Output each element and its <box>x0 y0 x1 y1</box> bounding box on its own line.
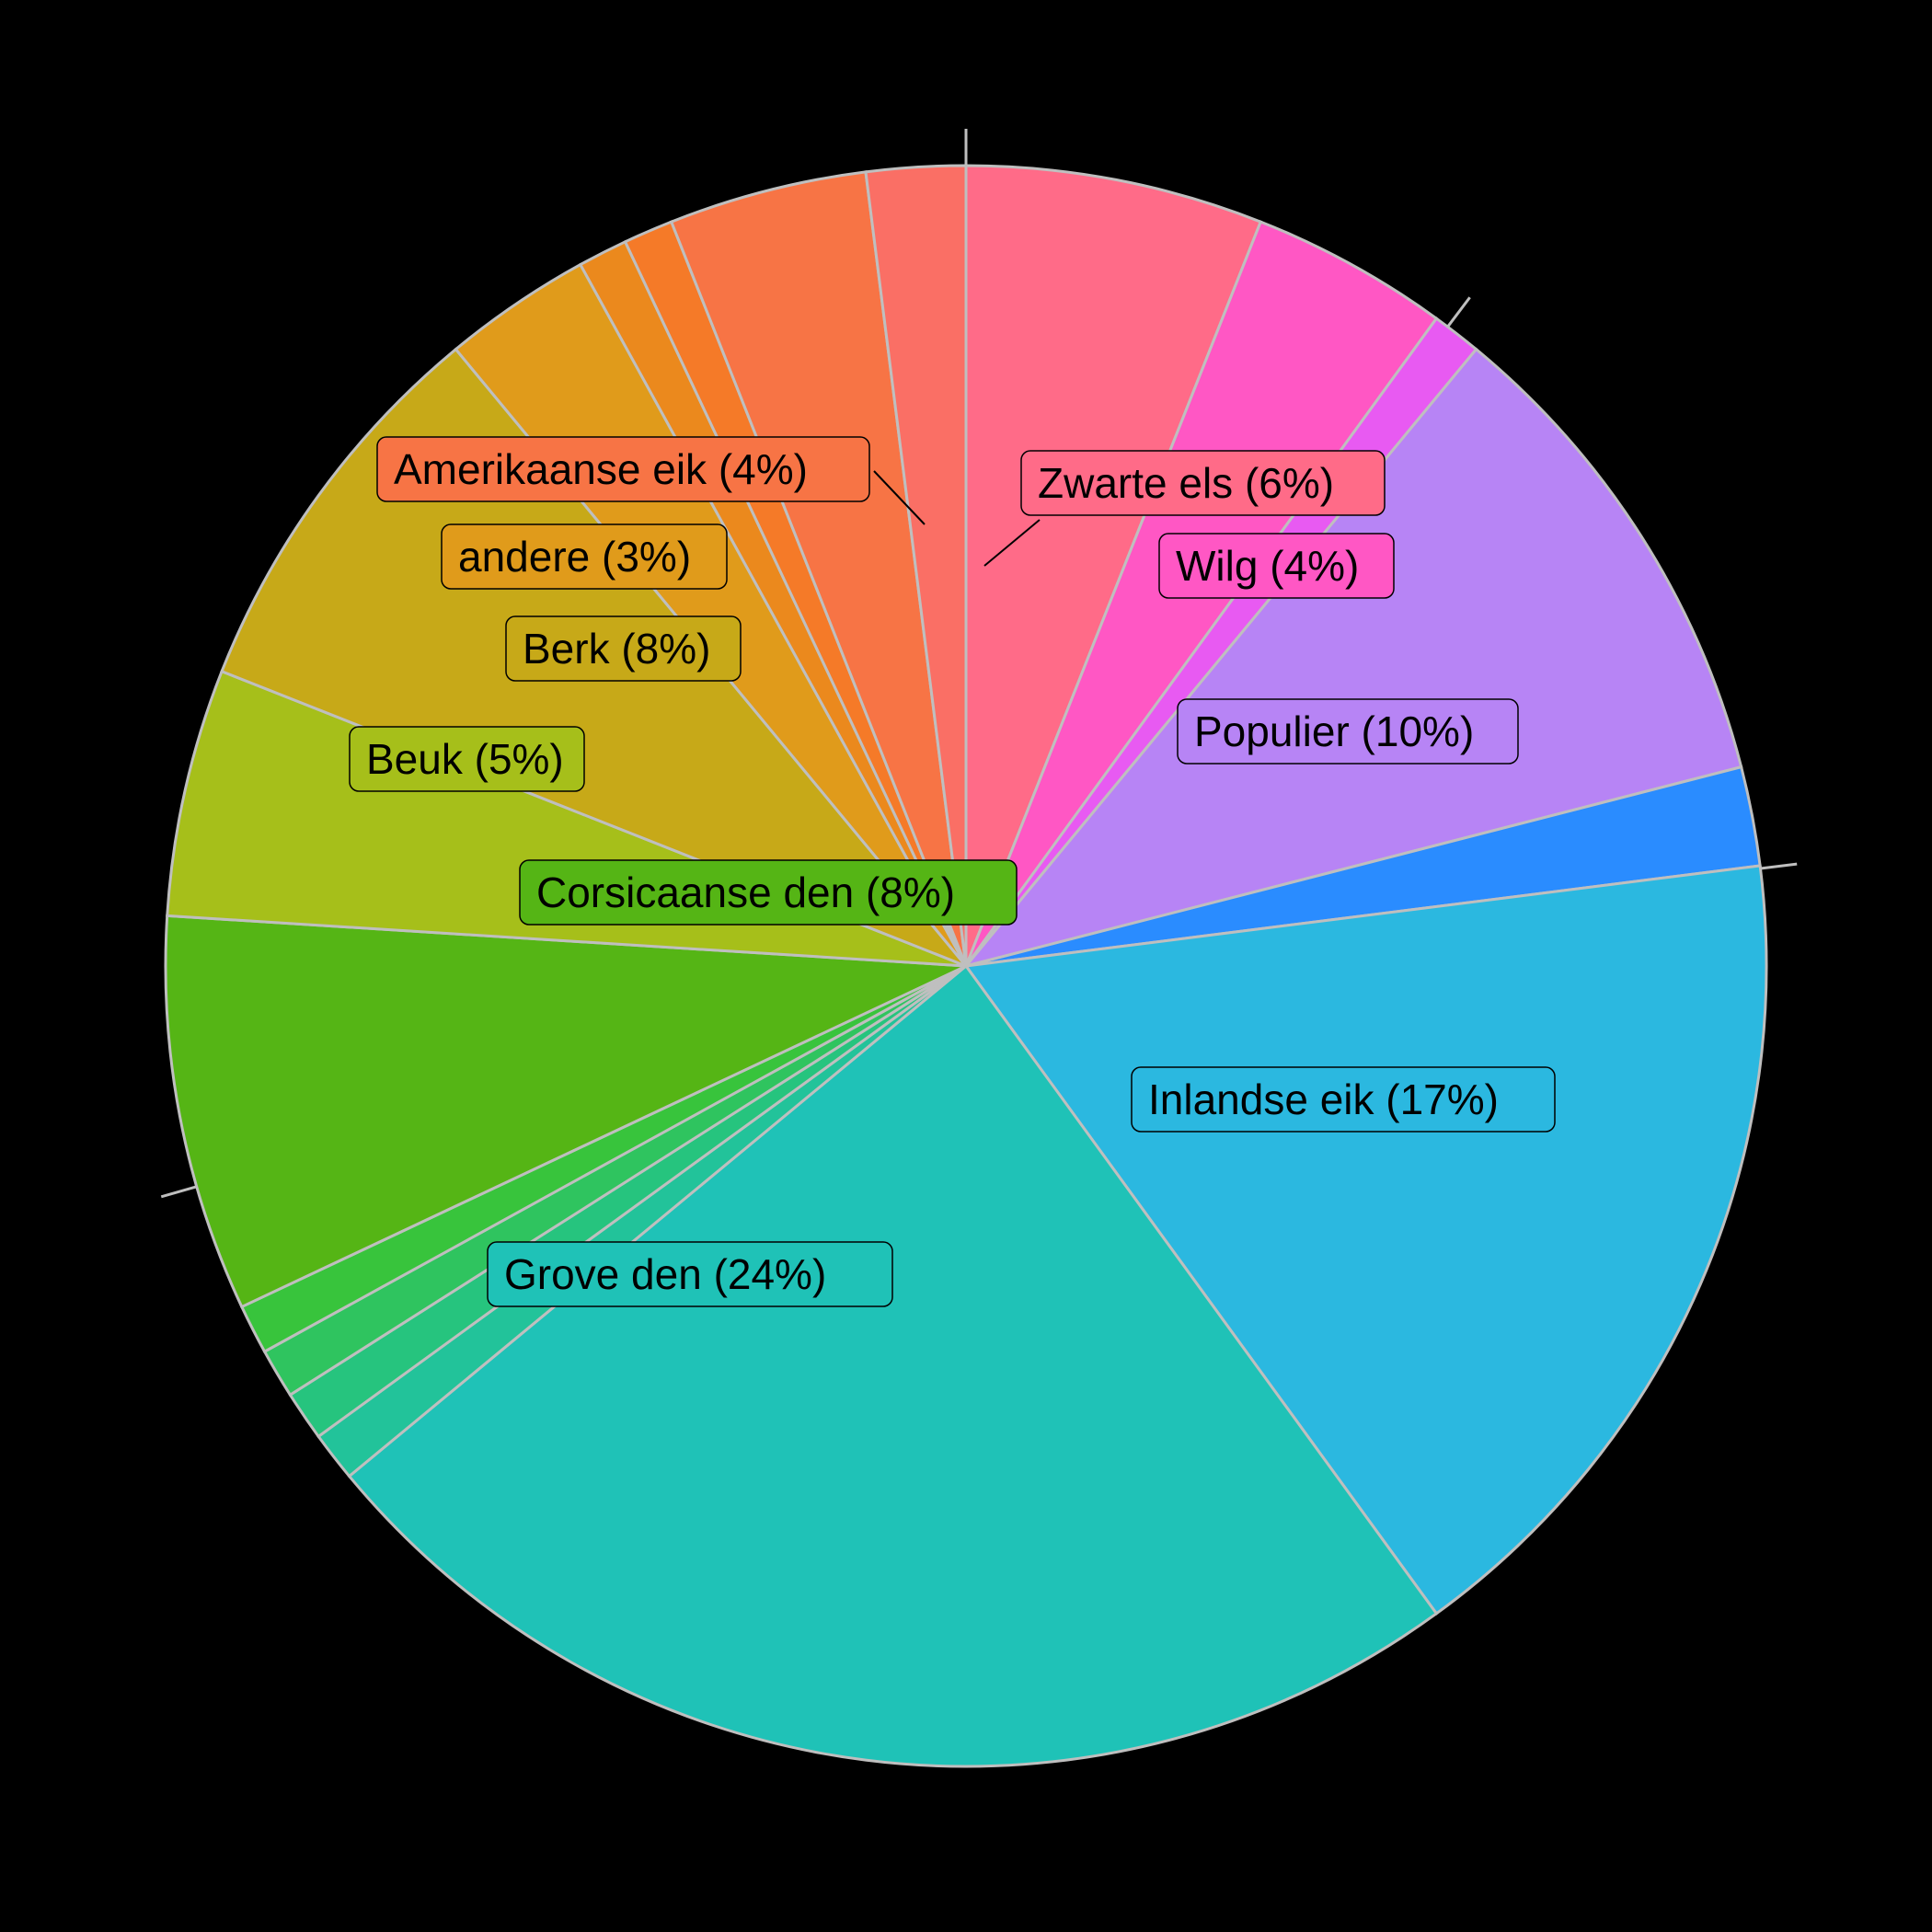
label-text: andere (3%) <box>458 533 691 581</box>
label-berk: Berk (8%) <box>506 616 741 681</box>
label-text: Amerikaanse eik (4%) <box>394 445 808 493</box>
pie-slices <box>166 166 1766 1766</box>
label-populier: Populier (10%) <box>1178 699 1518 764</box>
label-zwarte-els: Zwarte els (6%) <box>1021 451 1385 515</box>
tick-mark <box>1448 297 1470 327</box>
label-text: Wilg (4%) <box>1176 542 1359 590</box>
label-amerikaanse-eik: Amerikaanse eik (4%) <box>377 437 869 501</box>
label-beuk: Beuk (5%) <box>350 727 584 791</box>
label-text: Corsicaanse den (8%) <box>536 868 955 916</box>
label-andere: andere (3%) <box>442 524 727 589</box>
tree-species-pie-chart: Zwarte els (6%) Wilg (4%) Populier (10%) In… <box>0 0 1932 1932</box>
label-inlandse-eik: Inlandse eik (17%) <box>1132 1067 1555 1132</box>
label-text: Grove den (24%) <box>504 1250 826 1298</box>
tick-mark <box>1761 864 1798 868</box>
label-text: Zwarte els (6%) <box>1038 459 1334 507</box>
label-text: Berk (8%) <box>523 625 710 673</box>
label-text: Beuk (5%) <box>366 735 564 783</box>
label-corsicaanse-den: Corsicaanse den (8%) <box>520 860 1017 925</box>
label-text: Inlandse eik (17%) <box>1148 1075 1499 1123</box>
tick-mark <box>161 1187 196 1197</box>
label-text: Populier (10%) <box>1194 707 1474 755</box>
label-wilg: Wilg (4%) <box>1159 534 1394 598</box>
label-grove-den: Grove den (24%) <box>488 1242 892 1306</box>
